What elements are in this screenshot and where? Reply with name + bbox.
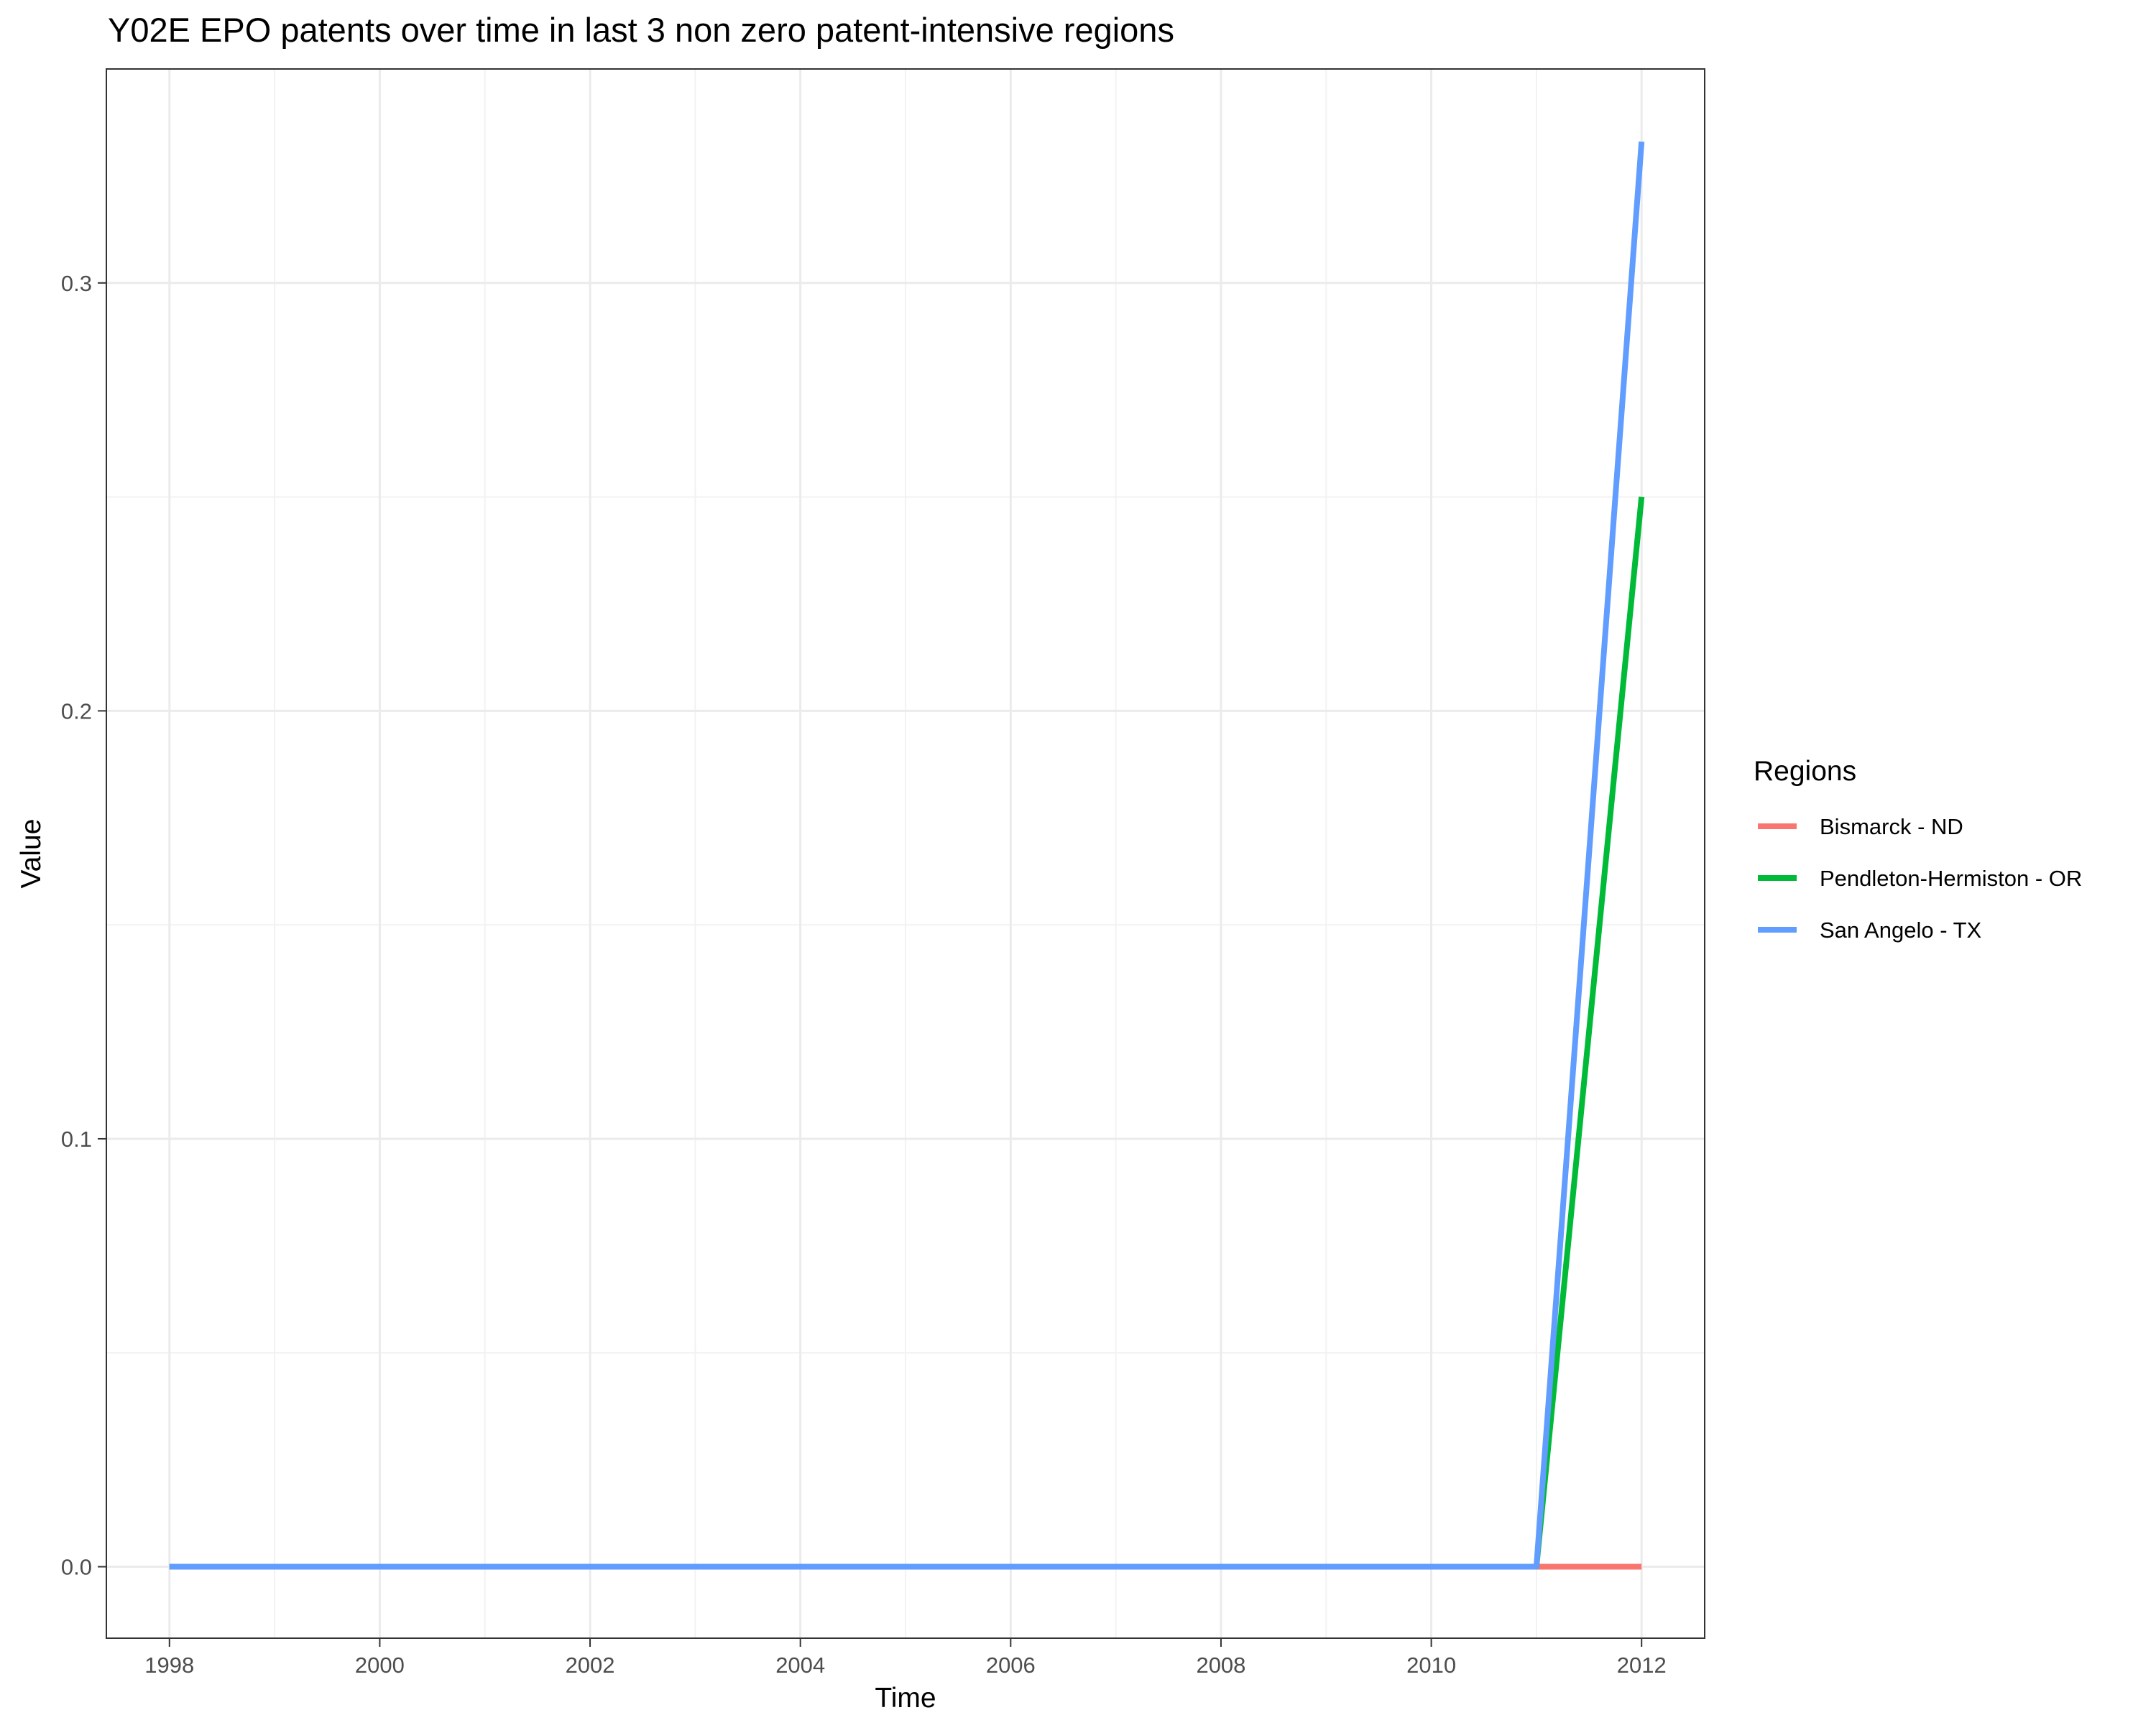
y-tick-label: 0.0 — [61, 1555, 92, 1580]
x-tick-label: 2012 — [1617, 1653, 1667, 1678]
y-tick-label: 0.3 — [61, 271, 92, 296]
x-axis-label: Time — [875, 1683, 936, 1714]
x-tick-label: 2004 — [775, 1653, 825, 1678]
chart-title: Y02E EPO patents over time in last 3 non… — [108, 11, 1174, 49]
legend-label-0: Bismarck - ND — [1820, 814, 1963, 839]
x-tick-label: 2002 — [566, 1653, 615, 1678]
legend-label-2: San Angelo - TX — [1820, 918, 1982, 943]
y-tick-label: 0.1 — [61, 1127, 92, 1152]
x-tick-label: 2010 — [1406, 1653, 1456, 1678]
legend-label-1: Pendleton-Hermiston - OR — [1820, 866, 2082, 891]
x-tick-label: 1998 — [144, 1653, 194, 1678]
x-tick-label: 2006 — [986, 1653, 1036, 1678]
legend-title: Regions — [1754, 756, 1856, 787]
y-axis-label: Value — [16, 819, 47, 889]
x-tick-label: 2000 — [355, 1653, 405, 1678]
y-tick-label: 0.2 — [61, 698, 92, 724]
x-tick-label: 2008 — [1196, 1653, 1245, 1678]
